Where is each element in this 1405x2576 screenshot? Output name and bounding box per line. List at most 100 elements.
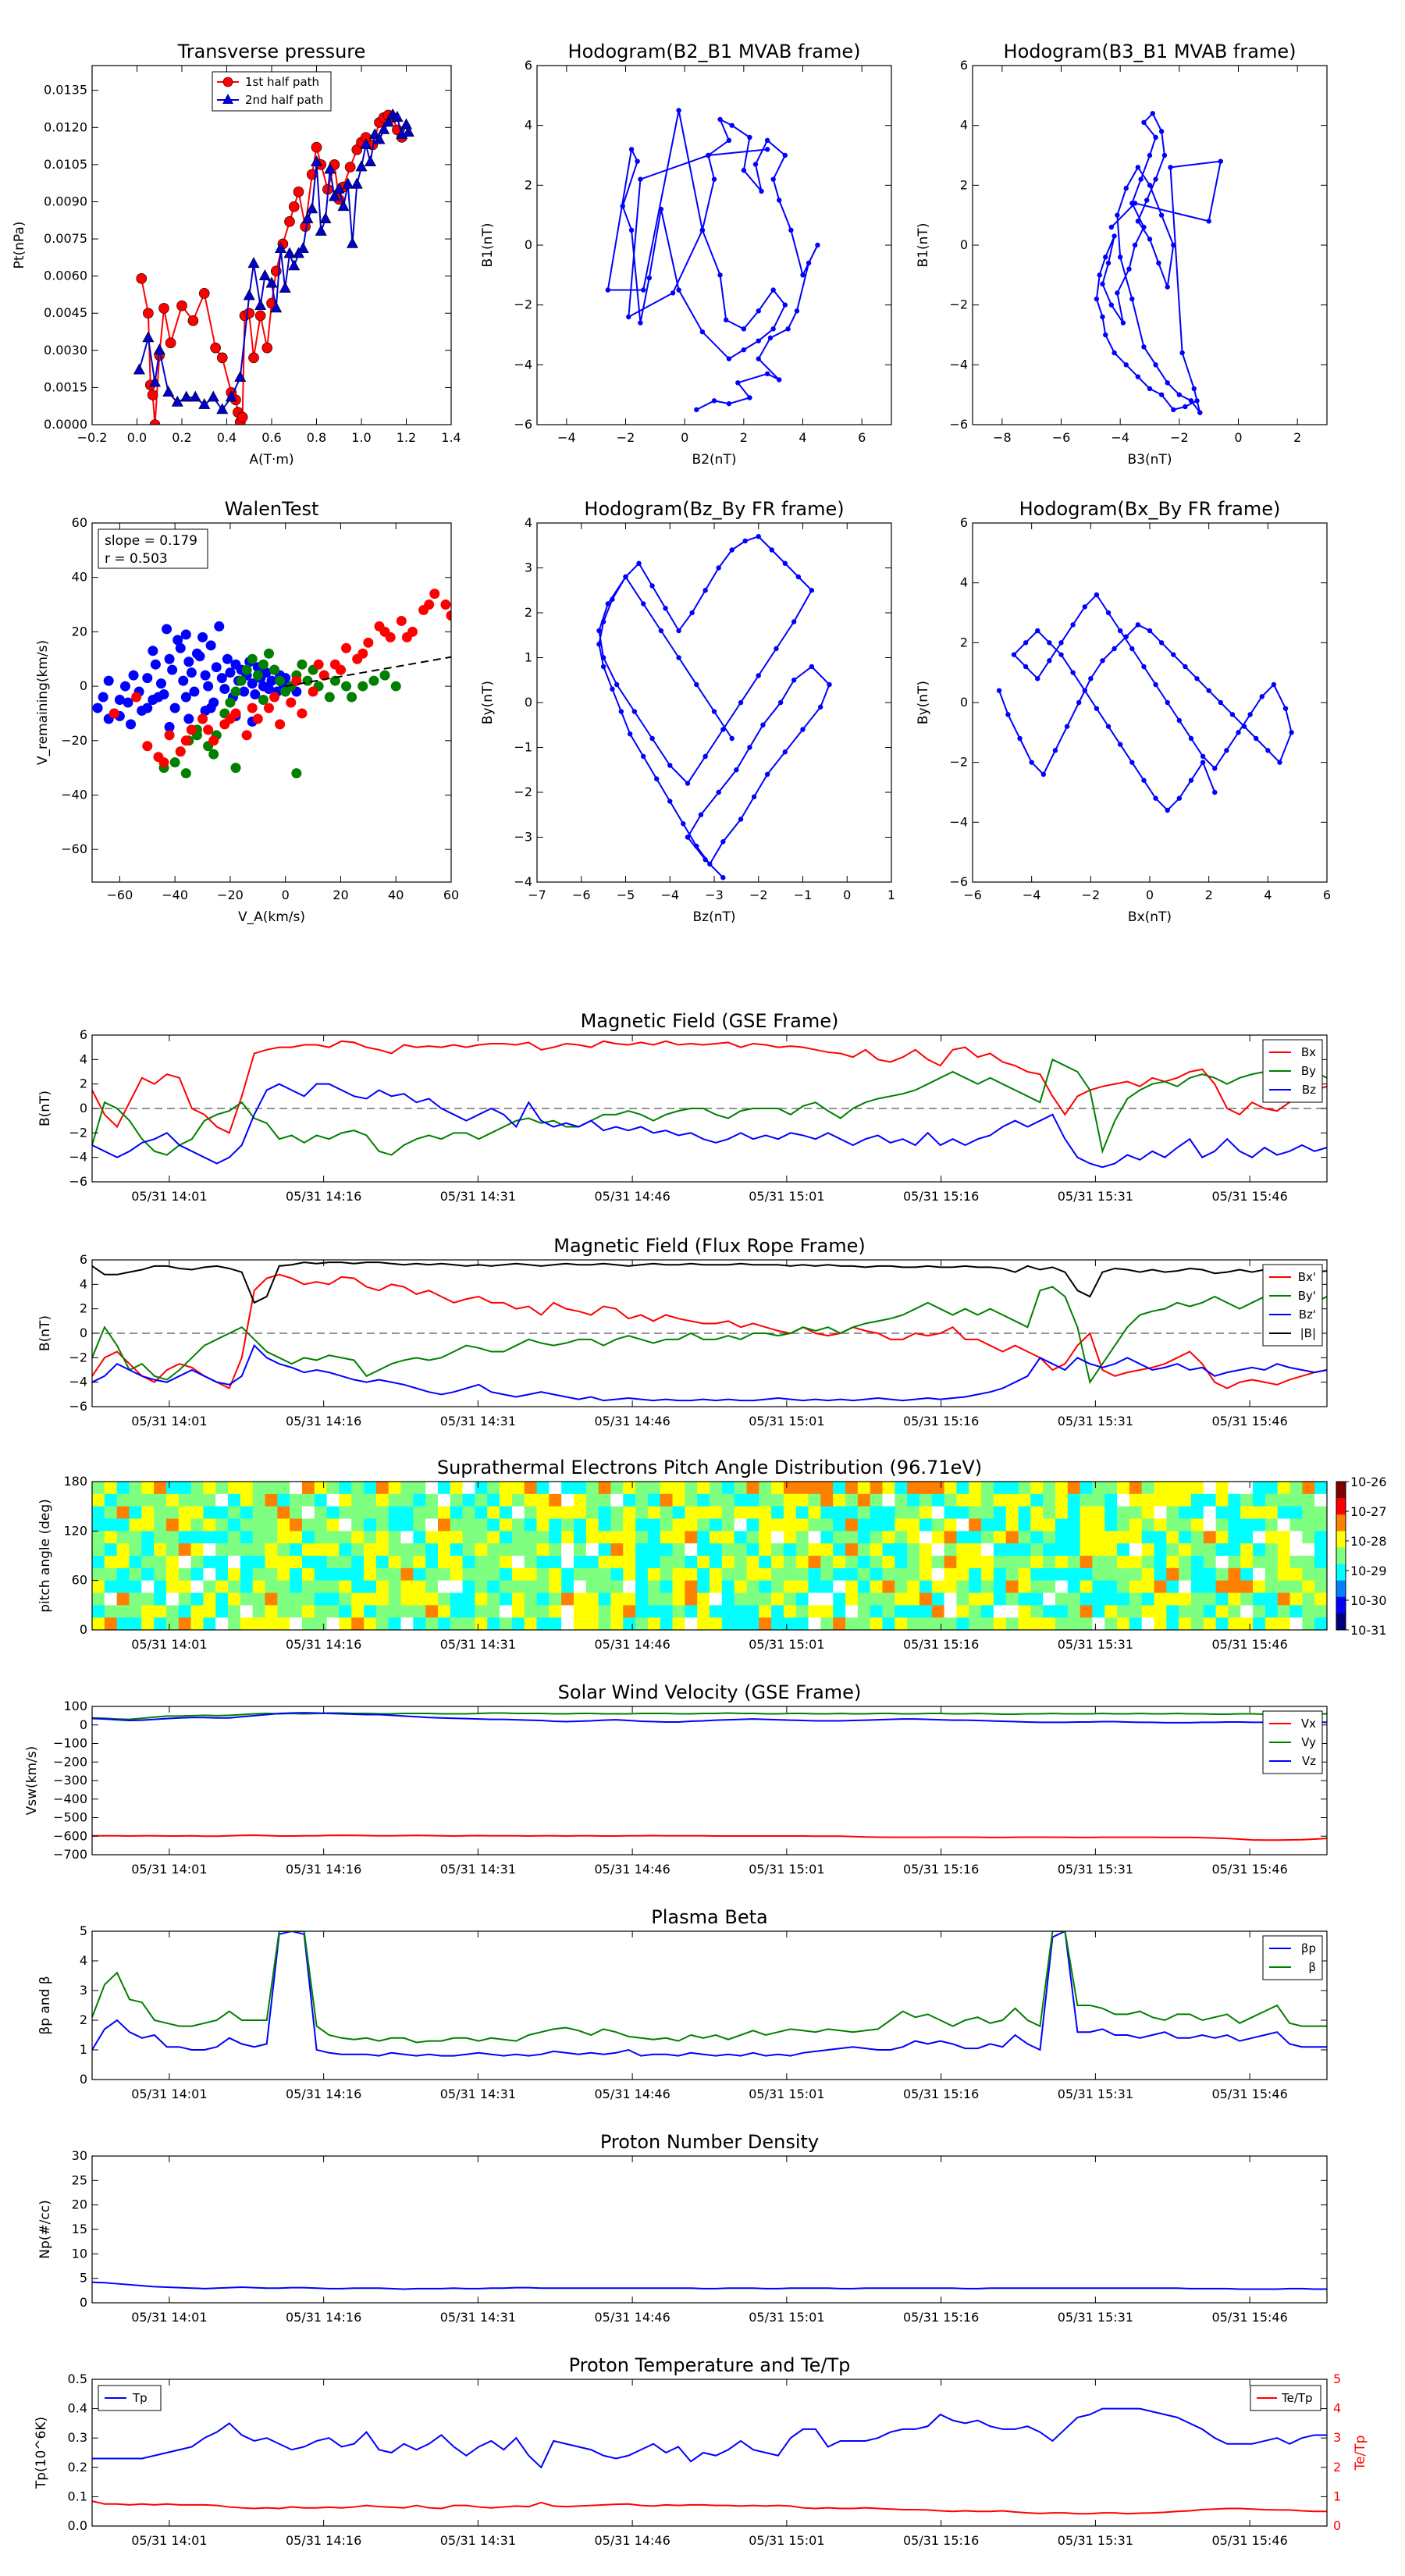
tp-point [133, 363, 145, 375]
pad-cell [487, 1518, 500, 1532]
pad-cell [845, 1567, 859, 1582]
h1-point [764, 371, 770, 377]
tp-point [243, 289, 255, 301]
h1-xtick-label: −2 [617, 430, 635, 445]
temp-series-0 [92, 2407, 1327, 2469]
pad-cell [1166, 1506, 1179, 1519]
pad-cell [1141, 1605, 1155, 1618]
pad-cell [277, 1506, 290, 1519]
pad-cell [734, 1482, 747, 1495]
tp-point [248, 352, 259, 364]
pad-cell [549, 1543, 562, 1557]
pad-cell [672, 1556, 685, 1569]
h2-data [1094, 111, 1224, 415]
pad-cell [240, 1567, 254, 1582]
pad-cell [981, 1482, 994, 1495]
h1-point [706, 152, 711, 158]
pad-cell [475, 1605, 488, 1618]
h4-point [1171, 652, 1176, 657]
pad-cell [487, 1592, 500, 1606]
beta-title: Plasma Beta [651, 1906, 767, 1928]
h3-point [738, 699, 744, 706]
pad-cell [1203, 1543, 1217, 1557]
pad-cell [845, 1592, 859, 1606]
tp-point [254, 299, 267, 311]
h3-point [756, 673, 761, 678]
pad-cell [511, 1543, 525, 1557]
h4-point [1200, 760, 1206, 765]
pad-cell [364, 1580, 377, 1593]
pad-cell [116, 1531, 130, 1544]
pad-cell [1018, 1617, 1031, 1631]
mag_fr-xtick-label: 05/31 15:31 [1058, 1414, 1133, 1429]
pad-cell [561, 1493, 574, 1507]
pad-xtick-label: 05/31 15:16 [903, 1637, 979, 1652]
pad-cell [339, 1543, 352, 1557]
pad-cell [400, 1605, 414, 1618]
pad-cell [635, 1493, 649, 1507]
pad-cell [462, 1493, 475, 1507]
tp-legend-marker [222, 76, 233, 87]
pad-cell [833, 1617, 846, 1631]
pad-cell [252, 1580, 265, 1593]
h1-ytick-label: −4 [514, 357, 532, 372]
pad-cell [783, 1543, 797, 1557]
pad-cell [710, 1592, 723, 1606]
pad-cell [450, 1518, 464, 1532]
mag_gse-ytick-label: 4 [80, 1051, 87, 1066]
walen-point [379, 670, 390, 681]
pad-cell [795, 1482, 809, 1495]
tp-xtick-label: 0.0 [127, 430, 147, 445]
pad-cell [1005, 1556, 1019, 1569]
h2-xtick-label: 0 [1234, 430, 1242, 445]
h3-point [791, 619, 797, 624]
np-ytick-label: 5 [80, 2271, 87, 2286]
h3-xtick-label: −5 [617, 888, 635, 902]
pad-cell [339, 1482, 352, 1495]
pad-cell [1277, 1531, 1291, 1544]
pad-cell [314, 1592, 328, 1606]
pad-cell [116, 1518, 130, 1532]
pad-cell [1179, 1482, 1192, 1495]
pad-cell [993, 1567, 1007, 1582]
pad-cell [710, 1531, 723, 1544]
pad-cell [524, 1605, 538, 1618]
temp-ytick-right-label: 5 [1333, 2371, 1341, 2386]
h1-point [806, 260, 812, 266]
pad-cell [685, 1592, 698, 1606]
beta-ytick-label: 0 [80, 2072, 87, 2087]
pad-cell [1277, 1518, 1291, 1532]
walen-point [208, 749, 219, 760]
tp-xtick-label: 0.8 [307, 430, 326, 445]
mag_fr-ytick-label: −4 [69, 1375, 87, 1389]
pad-cell [1302, 1556, 1315, 1569]
walen-point [318, 670, 329, 681]
pad-cell [1179, 1592, 1192, 1606]
tp-point [324, 162, 336, 174]
pad-cell [931, 1580, 945, 1593]
pad-cell [1314, 1580, 1328, 1593]
walen-point [258, 659, 269, 670]
pad-cell [1203, 1531, 1217, 1544]
pad-cell [1067, 1592, 1081, 1606]
pad-cell [585, 1482, 599, 1495]
pad-cell [561, 1567, 574, 1582]
h1-point [777, 377, 782, 382]
h3-point [747, 745, 752, 750]
temp-legend-label: Tp [132, 2391, 148, 2405]
pad-cell [1129, 1482, 1143, 1495]
mag_fr-xtick-label: 05/31 14:01 [131, 1414, 207, 1429]
pad-cell [956, 1482, 969, 1495]
pad-cell [1314, 1617, 1328, 1631]
pad-cell [857, 1482, 871, 1495]
walen-point [211, 662, 222, 673]
pad-cell [956, 1605, 969, 1618]
h4-point [1017, 735, 1023, 742]
walen-point [98, 692, 108, 703]
h4-point [1254, 735, 1259, 742]
pad-cell [165, 1605, 180, 1618]
pad-cell [462, 1531, 475, 1544]
pad-cell [857, 1493, 871, 1507]
h4-point [1212, 789, 1218, 795]
pad-cell [1154, 1493, 1167, 1507]
